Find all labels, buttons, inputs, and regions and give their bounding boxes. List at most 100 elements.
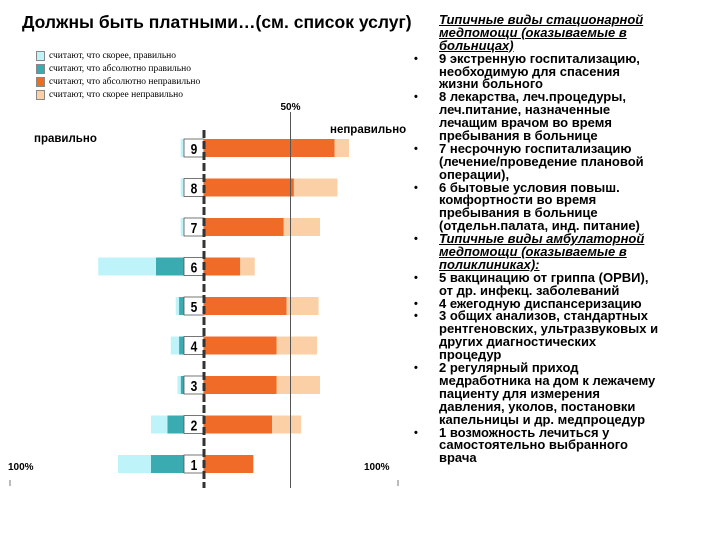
list-line: пребывания в больнице (414, 205, 714, 221)
list-line: поликлиниках): (414, 258, 714, 272)
legend-swatch (36, 64, 45, 74)
category-label: 2 (191, 417, 198, 434)
bar-segment-rather-wrong (272, 415, 302, 434)
list-line: врача (414, 450, 714, 466)
bar-segment-absolutely-wrong (204, 178, 294, 197)
list-item-text: 8 лекарства, леч.процедуры, (439, 89, 626, 105)
list-item-text: (лечение/проведение плановой (439, 153, 644, 169)
legend-swatch (36, 90, 45, 100)
list-item-text: 1 возможность лечиться у (439, 424, 610, 440)
list-line: • 2 регулярный приход (414, 360, 714, 376)
list-item-text: врача (439, 450, 477, 466)
list-line: операции), (414, 168, 714, 182)
list-item-text: рентгеновских, ультразвуковых и (439, 321, 659, 337)
list-line: давления, уколов, постановки (414, 398, 714, 414)
list-line: пребывания в больнице (414, 129, 714, 143)
bar-segment-rather-wrong (240, 257, 255, 276)
list-item-text: других диагностических (439, 334, 597, 350)
list-item-text: (отдельн.палата, инд. питание) (439, 218, 640, 234)
list-item-text: самостоятельно выбранного (439, 437, 628, 453)
list-item-text: 5 вакцинацию от гриппа (ОРВИ), (439, 269, 649, 285)
bar-segment-rather-right (151, 415, 168, 434)
list-line: леч.питание, назначенные (414, 102, 714, 118)
list-line: (отдельн.палата, инд. питание) (414, 218, 714, 234)
list-line: • 1 возможность лечиться у (414, 424, 714, 440)
legend-label: считают, что абсолютно неправильно (49, 77, 201, 87)
marker-label: 50% (280, 102, 300, 113)
bar-segment-absolutely-wrong (204, 336, 277, 355)
list-line: процедур (414, 347, 714, 363)
page-title: Должны быть платными…(см. список услуг) (22, 12, 412, 32)
bar-segment-absolutely-wrong (204, 257, 241, 276)
list-heading-text: медпомощи (оказываемые в (439, 24, 627, 40)
list-item-text: комфортности во время (439, 192, 597, 208)
list-heading-text: Типичные виды стационарной (439, 12, 644, 27)
bullet-icon: • (414, 271, 418, 284)
list-line: пациенту для измерения (414, 385, 714, 401)
bar-segment-rather-right (180, 139, 184, 157)
list-line: от др. инфекц. заболеваний (414, 282, 714, 298)
bar-segment-absolutely-right (151, 455, 184, 473)
list-heading-text: больницах) (439, 37, 514, 53)
bullet-icon: • (414, 310, 418, 323)
list-item-text: 3 общих анализов, стандартных (439, 308, 648, 324)
list-item-text: пациенту для измерения (439, 385, 600, 401)
bar-segment-absolutely-wrong (204, 218, 284, 236)
list-line: • 5 вакцинацию от гриппа (ОРВИ), (414, 269, 714, 285)
bar-segment-rather-right (177, 376, 181, 394)
list-line: • 7 несрочную госпитализацию (414, 142, 714, 156)
right-side-label: неправильно (330, 124, 406, 136)
bullet-icon: • (414, 362, 418, 375)
services-list: Типичные виды стационарной медпомощи (ока… (414, 12, 714, 466)
list-line: медпомощи (оказываемые в (414, 244, 714, 260)
bar-segment-rather-wrong (334, 139, 349, 157)
diverging-bar-chart: 9 8 7 6 5 4 3 2 1 50% правильно неправильно 100% 100% (8, 102, 406, 488)
bar-segment-rather-right (118, 455, 151, 473)
list-item-text: 6 бытовые условия повыш. (439, 179, 620, 195)
bar-segment-rather-wrong (276, 376, 320, 394)
bar-segment-absolutely-wrong (204, 455, 254, 473)
list-line: жизни больного (414, 78, 714, 91)
bullet-icon: • (414, 52, 418, 65)
category-label: 6 (191, 259, 198, 276)
list-item-text: пребывания в больнице (439, 205, 598, 221)
list-line: медработника на дом к лежачему (414, 374, 714, 388)
list-item-text: 4 ежегодную диспансеризацию (439, 295, 642, 311)
list-item-text: жизни больного (439, 76, 543, 92)
list-line: • 4 ежегодную диспансеризацию (414, 295, 714, 311)
bar-segment-rather-wrong (283, 218, 320, 236)
list-item-text: давления, уколов, постановки (439, 398, 636, 414)
list-item-text: от др. инфекц. заболеваний (439, 282, 620, 298)
bullet-icon: • (414, 297, 418, 310)
bar-segment-rather-right (180, 218, 184, 236)
list-line: капельницы и др. медпроцедур (414, 413, 714, 427)
list-heading-text: медпомощи (оказываемые в (439, 244, 627, 260)
list-item-text: процедур (439, 347, 502, 363)
list-item-text: лечащим врачом во время (439, 115, 612, 131)
list-line: • 8 лекарства, леч.процедуры, (414, 89, 714, 105)
list-item-text: леч.питание, назначенные (439, 102, 611, 118)
list-item-text: необходимую для спасения (439, 63, 620, 79)
category-label: 4 (191, 338, 198, 355)
list-line: комфортности во время (414, 194, 714, 207)
bar-segment-rather-wrong (276, 336, 318, 355)
legend-swatch (36, 77, 45, 87)
bar-segment-absolutely-wrong (204, 139, 335, 157)
bar-segment-rather-right (180, 178, 184, 197)
bar-segment-rather-right (98, 257, 156, 276)
list-item-text: 2 регулярный приход (439, 360, 579, 376)
list-line: • 3 общих анализов, стандартных (414, 310, 714, 323)
bullet-icon: • (414, 181, 418, 194)
left-side-label: правильно (34, 133, 97, 145)
bar-segment-rather-wrong (293, 178, 338, 197)
list-line: лечащим врачом во время (414, 115, 714, 131)
bar-segment-rather-right (175, 297, 180, 315)
right-end-label: 100% (364, 462, 390, 473)
list-line: больницах) (414, 37, 714, 53)
bar-segment-absolutely-right (167, 415, 184, 434)
category-label: 3 (191, 378, 198, 395)
list-line: медпомощи (оказываемые в (414, 24, 714, 40)
bar-segment-absolutely-right (179, 297, 184, 315)
category-label: 5 (191, 299, 198, 316)
list-line: • 6 бытовые условия повыш. (414, 179, 714, 195)
